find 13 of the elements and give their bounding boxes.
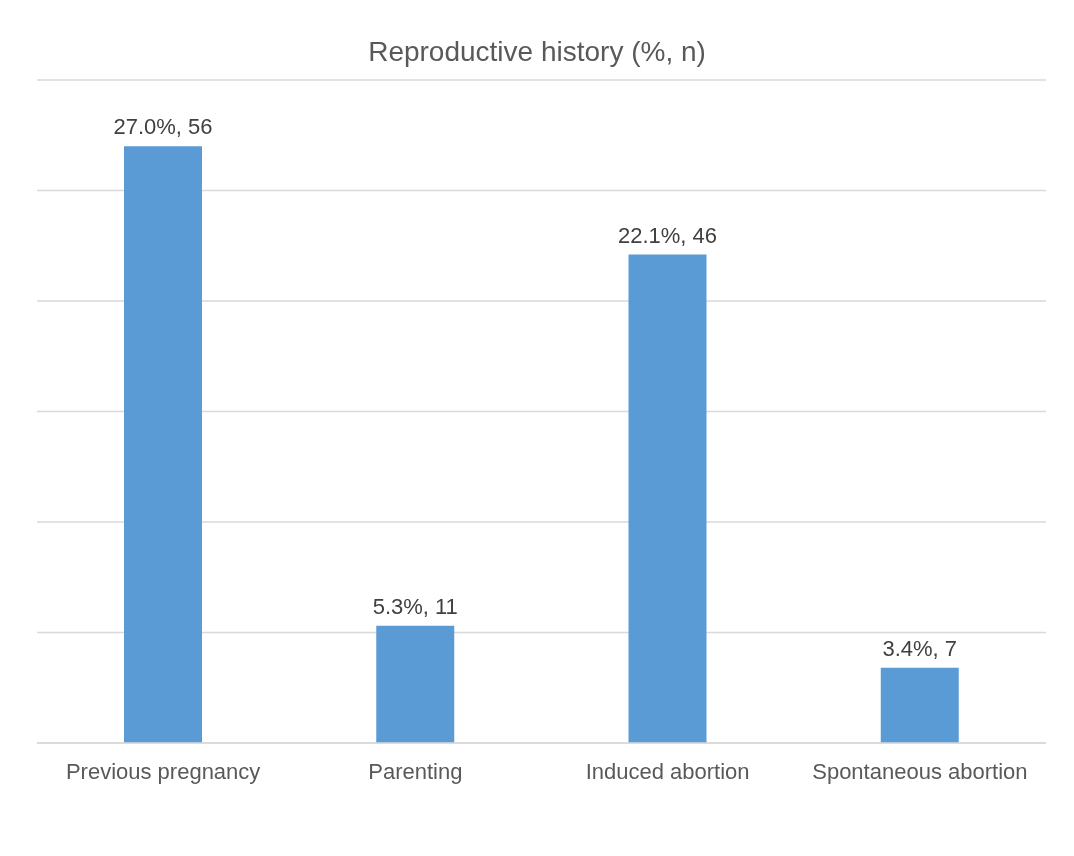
bar	[628, 254, 707, 743]
x-tick-label: Parenting	[368, 758, 463, 784]
x-tick-label: Induced abortion	[585, 758, 750, 784]
data-label: 22.1%, 46	[617, 222, 718, 248]
bar	[880, 667, 959, 743]
x-tick-label: Spontaneous abortion	[812, 758, 1028, 784]
bar	[376, 625, 455, 743]
bar	[124, 146, 202, 743]
data-label: 27.0%, 56	[113, 114, 213, 140]
chart-title: Reproductive history (%, n)	[367, 35, 707, 68]
data-label: 5.3%, 11	[372, 593, 458, 619]
data-label: 3.4%, 7	[882, 635, 958, 661]
x-tick-label: Previous pregnancy	[65, 758, 261, 784]
